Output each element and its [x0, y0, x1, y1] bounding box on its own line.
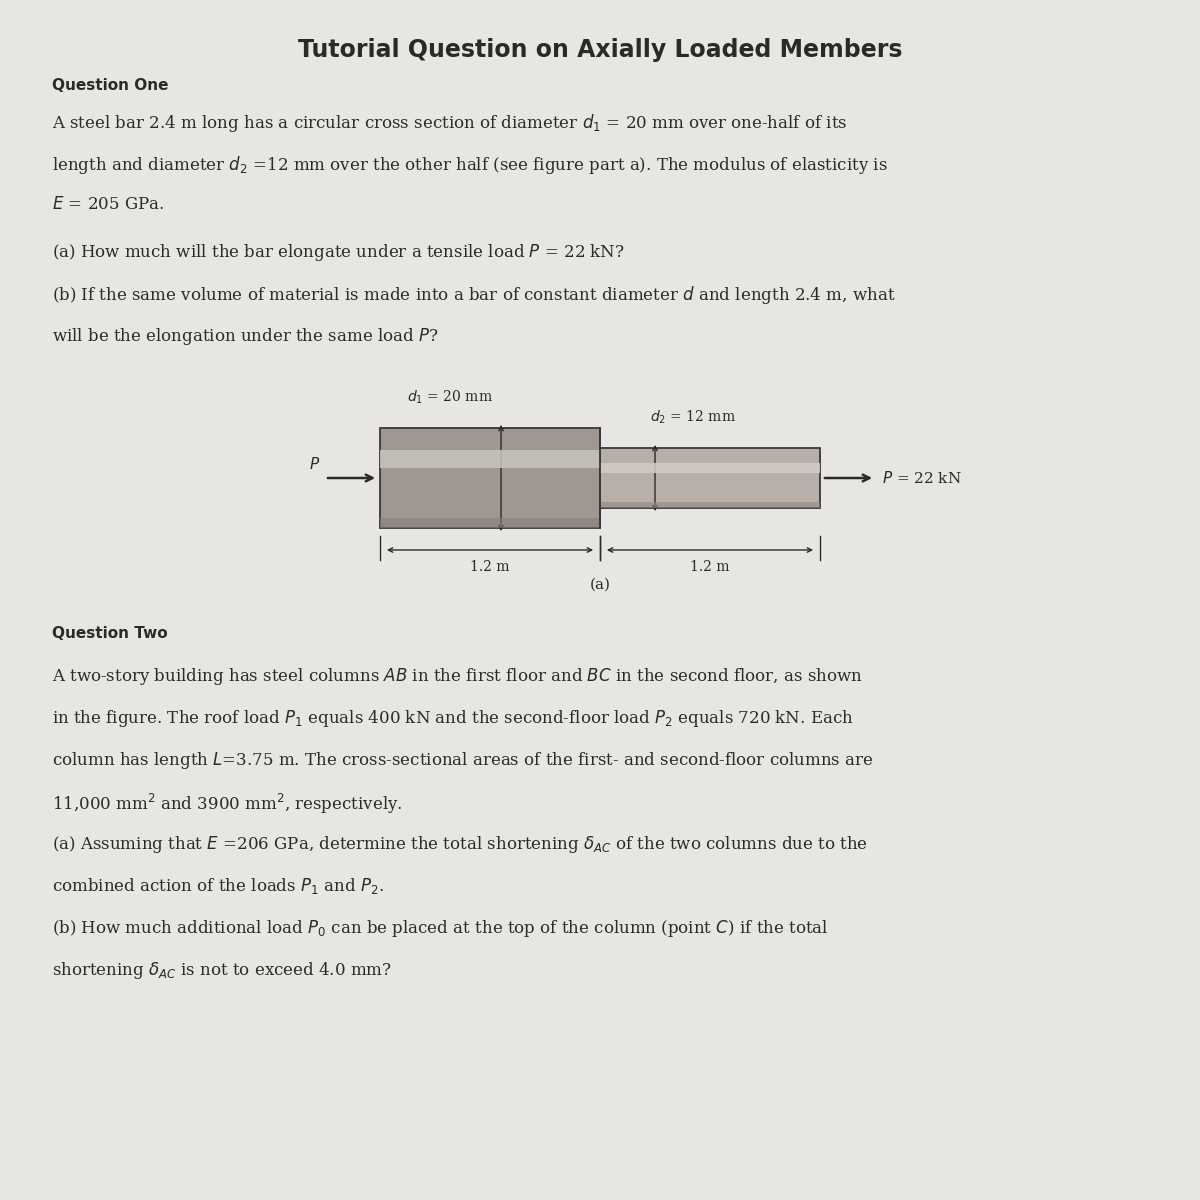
Bar	[600, 502, 820, 508]
Bar	[380, 450, 600, 468]
Text: combined action of the loads $P_1$ and $P_2$.: combined action of the loads $P_1$ and $…	[52, 876, 384, 896]
Text: (a) Assuming that $E$ =206 GPa, determine the total shortening $\delta_{AC}$ of : (a) Assuming that $E$ =206 GPa, determin…	[52, 834, 868, 854]
Bar	[600, 463, 820, 474]
Text: (b) How much additional load $P_0$ can be placed at the top of the column (point: (b) How much additional load $P_0$ can b…	[52, 918, 829, 938]
Text: $P$ = 22 kN: $P$ = 22 kN	[882, 470, 961, 486]
Text: $P$: $P$	[308, 456, 320, 472]
Text: shortening $\delta_{AC}$ is not to exceed 4.0 mm?: shortening $\delta_{AC}$ is not to excee…	[52, 960, 392, 980]
Text: $d_2$ = 12 mm: $d_2$ = 12 mm	[650, 408, 736, 426]
Text: column has length $L$=3.75 m. The cross-sectional areas of the first- and second: column has length $L$=3.75 m. The cross-…	[52, 750, 874, 770]
Text: Question Two: Question Two	[52, 626, 168, 641]
Text: $d_1$ = 20 mm: $d_1$ = 20 mm	[407, 389, 493, 406]
Text: 1.2 m: 1.2 m	[690, 560, 730, 574]
Text: A steel bar 2.4 m long has a circular cross section of diameter $d_1$ = 20 mm ov: A steel bar 2.4 m long has a circular cr…	[52, 112, 847, 134]
Bar	[600, 448, 820, 508]
Text: A two-story building has steel columns $AB$ in the first floor and $BC$ in the s: A two-story building has steel columns $…	[52, 666, 863, 686]
Bar	[380, 518, 600, 528]
Text: (a): (a)	[589, 578, 611, 592]
Text: 11,000 mm$^2$ and 3900 mm$^2$, respectively.: 11,000 mm$^2$ and 3900 mm$^2$, respectiv…	[52, 792, 402, 816]
Text: Question One: Question One	[52, 78, 168, 92]
Text: $E$ = 205 GPa.: $E$ = 205 GPa.	[52, 196, 164, 212]
Text: length and diameter $d_2$ =12 mm over the other half (see figure part a). The mo: length and diameter $d_2$ =12 mm over th…	[52, 154, 888, 176]
Text: in the figure. The roof load $P_1$ equals 400 kN and the second-floor load $P_2$: in the figure. The roof load $P_1$ equal…	[52, 708, 853, 728]
Text: (a) How much will the bar elongate under a tensile load $P$ = 22 kN?: (a) How much will the bar elongate under…	[52, 242, 625, 263]
Text: 1.2 m: 1.2 m	[470, 560, 510, 574]
Text: will be the elongation under the same load $P$?: will be the elongation under the same lo…	[52, 326, 438, 347]
Text: (b) If the same volume of material is made into a bar of constant diameter $d$ a: (b) If the same volume of material is ma…	[52, 284, 895, 306]
Bar	[380, 428, 600, 528]
Text: Tutorial Question on Axially Loaded Members: Tutorial Question on Axially Loaded Memb…	[298, 38, 902, 62]
